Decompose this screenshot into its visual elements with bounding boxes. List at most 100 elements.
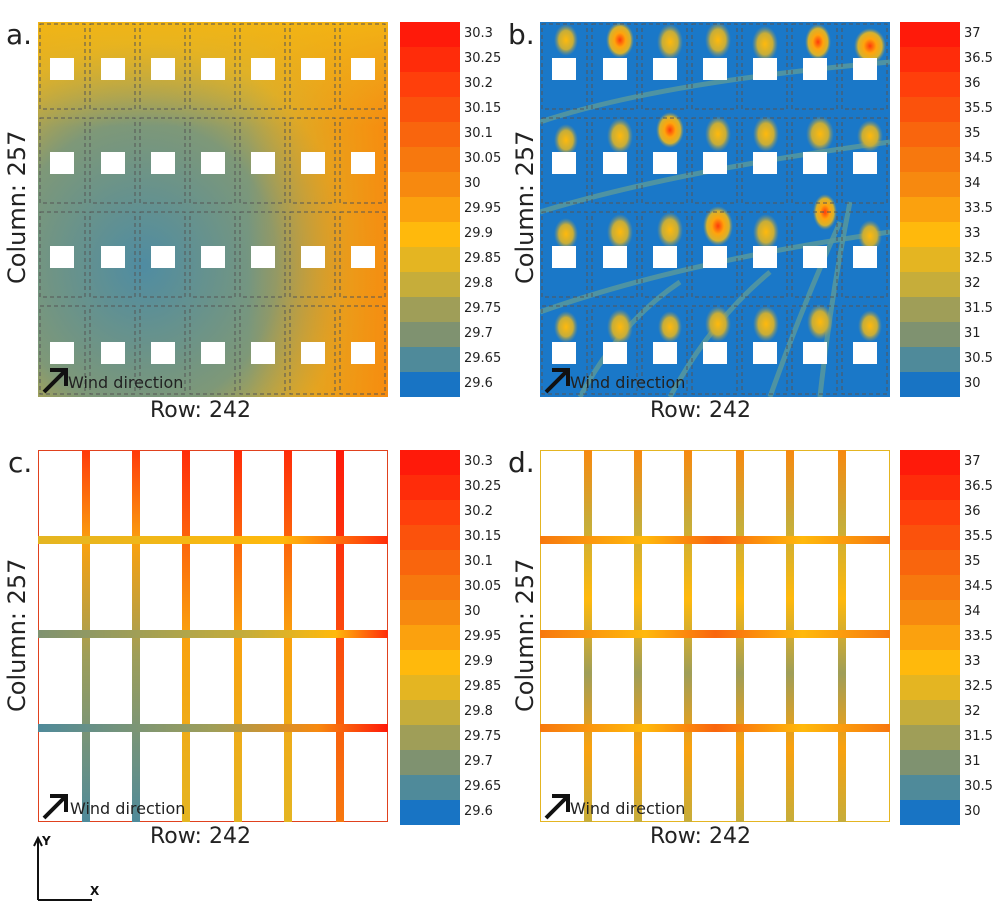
colorbar-tick: 35: [964, 126, 981, 141]
colorbar-tick: 30.15: [464, 101, 502, 116]
colorbar-cell: [400, 575, 460, 600]
colorbar-cell: [900, 650, 960, 675]
colorbar-tick: 33: [964, 654, 981, 669]
colorbar-cell: [400, 700, 460, 725]
colorbar-tick: 29.9: [464, 654, 493, 669]
colorbar-tick: 36: [964, 76, 981, 91]
colorbar-cell: [400, 97, 460, 122]
y-axis-label: Column: 257: [511, 130, 539, 284]
colorbar-cell: [900, 600, 960, 625]
colorbar-tick: 29.8: [464, 704, 493, 719]
colorbar-cell: [900, 347, 960, 372]
temperature-map: [540, 22, 890, 397]
colorbar-cell: [900, 675, 960, 700]
wind-arrow-icon: [42, 368, 68, 394]
colorbar-tick: 36.5: [964, 51, 993, 66]
colorbar-cell: [900, 475, 960, 500]
colorbar-tick: 36.5: [964, 479, 993, 494]
colorbar-cell: [400, 172, 460, 197]
colorbar-tick: 33.5: [964, 629, 993, 644]
wind-direction-label: Wind direction: [70, 799, 186, 818]
colorbar-tick: 29.75: [464, 301, 502, 316]
colorbar-tick: 35: [964, 554, 981, 569]
panel-label: b.: [508, 18, 535, 51]
colorbar-tick: 30: [464, 176, 481, 191]
colorbar-cell: [900, 750, 960, 775]
colorbar-tick: 29.95: [464, 201, 502, 216]
colorbar-tick: 30.2: [464, 76, 493, 91]
colorbar-tick: 34: [964, 604, 981, 619]
colorbar-tick: 30.25: [464, 479, 502, 494]
colorbar-tick: 34.5: [964, 151, 993, 166]
colorbar-tick: 29.7: [464, 754, 493, 769]
colorbar-tick: 32: [964, 704, 981, 719]
y-axis-label: Column: 257: [511, 558, 539, 712]
colorbar-cell: [900, 222, 960, 247]
colorbar-cell: [400, 500, 460, 525]
colorbar-tick: 30.05: [464, 579, 502, 594]
panel-b: b. Column: 257: [500, 0, 1000, 430]
colorbar-cell: [400, 750, 460, 775]
colorbar-cell: [400, 600, 460, 625]
colorbar-tick: 34: [964, 176, 981, 191]
colorbar-tick: 29.95: [464, 629, 502, 644]
street-temperature-map: [38, 450, 388, 822]
colorbar-tick: 30.2: [464, 504, 493, 519]
colorbar: 37 36.5 36 35.5 35 34.5 34 33.5 33 32.5 …: [900, 450, 993, 825]
colorbar-tick: 31: [964, 326, 981, 341]
panel-c: c. Column: 257: [0, 428, 501, 858]
x-axis-label: Row: 242: [150, 398, 251, 423]
colorbar-tick: 29.65: [464, 351, 502, 366]
colorbar-cell: [900, 172, 960, 197]
colorbar-cell: [400, 625, 460, 650]
colorbar-cell: [400, 450, 460, 475]
x-axis-label: Row: 242: [650, 398, 751, 423]
wind-arrow-icon: [544, 794, 570, 820]
colorbar-tick: 29.85: [464, 251, 502, 266]
x-axis-label: Row: 242: [650, 824, 751, 849]
street-temperature-map: [540, 450, 890, 822]
colorbar-tick: 30.05: [464, 151, 502, 166]
y-axis-label: Column: 257: [3, 130, 31, 284]
colorbar-tick: 30: [464, 604, 481, 619]
x-axis-label: Row: 242: [150, 824, 251, 849]
colorbar-tick: 35.5: [964, 101, 993, 116]
colorbar-tick: 37: [964, 454, 981, 469]
colorbar-cell: [900, 272, 960, 297]
colorbar-tick: 37: [964, 26, 981, 41]
y-axis-letter: Y: [42, 834, 51, 848]
colorbar-cell: [400, 122, 460, 147]
colorbar-cell: [400, 72, 460, 97]
colorbar-tick: 29.9: [464, 226, 493, 241]
colorbar-cell: [400, 147, 460, 172]
colorbar-cell: [900, 525, 960, 550]
wind-direction-label: Wind direction: [570, 373, 686, 392]
colorbar: 30.3 30.25 30.2 30.15 30.1 30.05 30 29.9…: [400, 450, 501, 825]
colorbar-cell: [900, 372, 960, 397]
panel-label: a.: [6, 18, 33, 51]
y-axis-label: Column: 257: [3, 558, 31, 712]
colorbar-cell: [900, 800, 960, 825]
colorbar-tick: 30: [964, 804, 981, 819]
colorbar-cell: [400, 475, 460, 500]
colorbar-tick: 30.5: [964, 779, 993, 794]
colorbar-cell: [400, 675, 460, 700]
colorbar-tick: 30: [964, 376, 981, 391]
colorbar-cell: [900, 247, 960, 272]
colorbar-cell: [400, 525, 460, 550]
colorbar-tick: 34.5: [964, 579, 993, 594]
colorbar-cell: [400, 372, 460, 397]
colorbar-tick: 31: [964, 754, 981, 769]
colorbar-cell: [400, 322, 460, 347]
colorbar-cell: [900, 122, 960, 147]
colorbar: 30.3 30.25 30.2 30.15 30.1 30.05 30 29.9…: [400, 22, 501, 397]
colorbar-cell: [900, 322, 960, 347]
colorbar-cell: [900, 72, 960, 97]
colorbar-tick: 35.5: [964, 529, 993, 544]
panel-label: d.: [508, 446, 535, 479]
colorbar-cell: [400, 297, 460, 322]
coordinate-axes: Y X: [20, 830, 110, 910]
colorbar-tick: 33.5: [964, 201, 993, 216]
colorbar-tick: 29.85: [464, 679, 502, 694]
panel-d: d. Column: 257: [500, 428, 1000, 858]
